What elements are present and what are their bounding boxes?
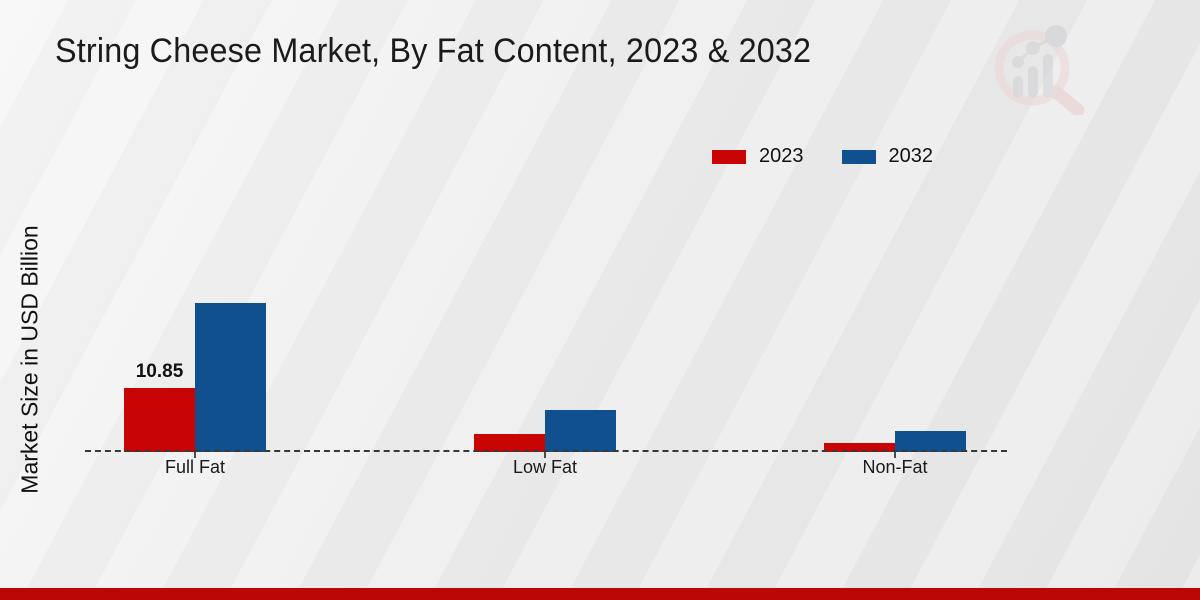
x-axis-baseline	[85, 450, 1007, 452]
bar-2032-low-fat	[545, 410, 616, 452]
legend-item-2023: 2023	[712, 145, 804, 168]
bar-value-label-2023-full-fat: 10.85	[135, 361, 184, 382]
x-axis-tick-low-fat	[544, 452, 546, 458]
magnifier-bar-chart-logo-icon	[994, 25, 1085, 115]
x-axis-tick-full-fat	[194, 452, 196, 458]
bar-2023-low-fat	[474, 434, 545, 452]
x-axis-tick-non-fat	[894, 452, 896, 458]
x-tick-label-non-fat: Non-Fat	[862, 457, 928, 477]
bar-2023-non-fat	[824, 443, 895, 452]
bar-2032-full-fat	[195, 303, 266, 452]
bar-2023-full-fat	[124, 388, 195, 452]
legend: 2023 2032	[712, 145, 933, 168]
legend-label-2023: 2023	[759, 145, 804, 167]
x-tick-label-low-fat: Low Fat	[512, 457, 578, 477]
x-tick-label-full-fat: Full Fat	[164, 457, 225, 477]
chart-title: String Cheese Market, By Fat Content, 20…	[55, 32, 812, 70]
legend-label-2032: 2032	[888, 145, 934, 167]
bar-2032-non-fat	[895, 431, 966, 452]
legend-item-2032: 2032	[841, 145, 934, 168]
footer-accent-bar	[0, 588, 1200, 600]
legend-swatch-2032	[841, 149, 876, 164]
legend-swatch-2023	[712, 149, 746, 164]
